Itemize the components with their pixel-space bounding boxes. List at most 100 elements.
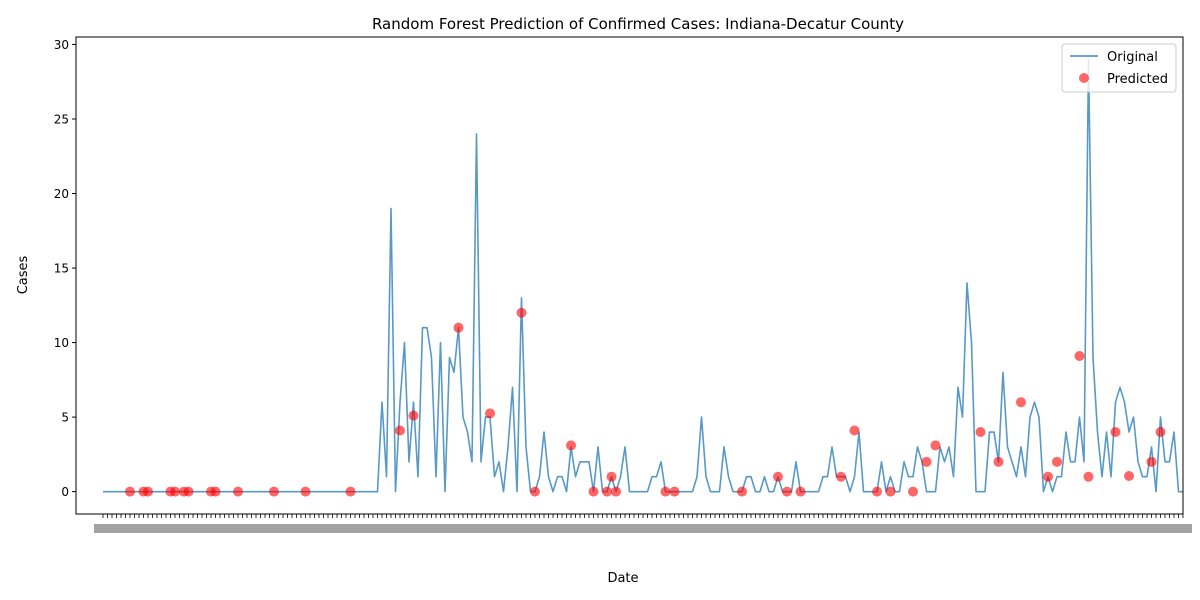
x-tick-label xyxy=(472,524,490,533)
x-tick-label xyxy=(292,524,310,533)
predicted-point xyxy=(1052,456,1062,467)
x-tick-label xyxy=(328,524,346,533)
x-tick-label xyxy=(1066,524,1084,533)
x-tick-label xyxy=(490,524,508,533)
predicted-point xyxy=(143,486,153,497)
x-tick-label xyxy=(652,524,670,533)
x-tick-label xyxy=(1084,524,1102,533)
predicted-point xyxy=(300,486,311,497)
x-tick-label xyxy=(922,524,940,533)
predicted-point xyxy=(1110,427,1121,438)
x-axis xyxy=(94,514,1192,533)
predicted-point xyxy=(611,486,621,497)
x-tick-label xyxy=(688,524,706,533)
x-tick-label xyxy=(454,524,472,533)
predicted-point xyxy=(908,486,918,497)
predicted-point xyxy=(1083,471,1094,482)
predicted-point xyxy=(669,486,680,497)
x-axis-label: Date xyxy=(607,571,638,586)
x-tick-label xyxy=(130,524,148,533)
x-tick-label xyxy=(382,524,400,533)
legend-predicted-marker xyxy=(1079,73,1089,83)
x-tick-label xyxy=(760,524,778,533)
predicted-point xyxy=(975,427,986,438)
y-tick-label: 25 xyxy=(54,112,69,126)
x-tick-label xyxy=(184,524,202,533)
legend-label-original: Original xyxy=(1107,50,1158,65)
plot-area xyxy=(103,58,1183,497)
series-original-line xyxy=(103,58,1183,493)
y-tick-label: 0 xyxy=(61,485,69,499)
predicted-point xyxy=(921,456,932,467)
predicted-point xyxy=(782,486,792,497)
y-tick-label: 20 xyxy=(54,187,69,201)
x-tick-label xyxy=(850,524,868,533)
x-tick-label xyxy=(526,524,544,533)
legend: Original Predicted xyxy=(1061,43,1177,93)
x-tick-label xyxy=(814,524,832,533)
x-tick-label xyxy=(418,524,436,533)
x-tick-label xyxy=(436,524,454,533)
predicted-point xyxy=(1043,471,1053,482)
predicted-point xyxy=(530,486,540,497)
predicted-point xyxy=(233,486,243,497)
x-tick-label xyxy=(958,524,976,533)
predicted-point xyxy=(453,322,464,333)
x-tick-label xyxy=(778,524,796,533)
y-tick-label: 5 xyxy=(61,411,69,425)
y-tick-label: 10 xyxy=(54,336,69,350)
x-tick-label xyxy=(562,524,580,533)
predicted-point xyxy=(269,486,279,497)
x-tick-label xyxy=(904,524,922,533)
x-tick-label xyxy=(832,524,850,533)
x-tick-label xyxy=(1030,524,1048,533)
x-tick-label xyxy=(1156,524,1174,533)
x-tick-label xyxy=(976,524,994,533)
predicted-point xyxy=(849,425,860,436)
x-tick-label xyxy=(886,524,904,533)
x-tick-label xyxy=(202,524,220,533)
x-tick-label xyxy=(346,524,364,533)
x-tick-label xyxy=(1174,524,1192,533)
legend-label-predicted: Predicted xyxy=(1107,72,1168,87)
x-tick-label xyxy=(544,524,562,533)
x-tick-label xyxy=(94,524,112,533)
predicted-point xyxy=(516,307,527,318)
predicted-point xyxy=(1146,456,1157,467)
x-tick-label xyxy=(148,524,166,533)
predicted-point xyxy=(408,410,419,421)
predicted-point xyxy=(566,440,576,451)
x-tick-label xyxy=(166,524,184,533)
x-tick-label xyxy=(238,524,256,533)
predicted-point xyxy=(795,486,806,497)
x-tick-label xyxy=(508,524,526,533)
x-tick-label xyxy=(580,524,598,533)
x-tick-label xyxy=(1138,524,1156,533)
predicted-point xyxy=(885,486,896,497)
predicted-point xyxy=(606,471,617,482)
x-tick-label xyxy=(220,524,238,533)
x-tick-label xyxy=(994,524,1012,533)
predicted-point xyxy=(660,486,671,497)
predicted-point xyxy=(1074,350,1085,361)
predicted-point xyxy=(602,486,612,497)
x-tick-label xyxy=(940,524,958,533)
x-tick-label xyxy=(1102,524,1120,533)
predicted-point xyxy=(1155,427,1166,438)
y-axis-label: Cases xyxy=(16,255,31,294)
x-tick-label xyxy=(616,524,634,533)
x-tick-label xyxy=(796,524,814,533)
x-tick-label xyxy=(598,524,616,533)
x-tick-label xyxy=(256,524,274,533)
y-tick-label: 30 xyxy=(54,38,69,52)
x-tick-label xyxy=(1048,524,1066,533)
predicted-point xyxy=(395,425,405,436)
y-tick-label: 15 xyxy=(54,262,69,276)
x-tick-label xyxy=(634,524,652,533)
predicted-point xyxy=(836,471,846,482)
predicted-point xyxy=(345,486,356,497)
predicted-point xyxy=(588,486,599,497)
x-tick-label xyxy=(670,524,688,533)
